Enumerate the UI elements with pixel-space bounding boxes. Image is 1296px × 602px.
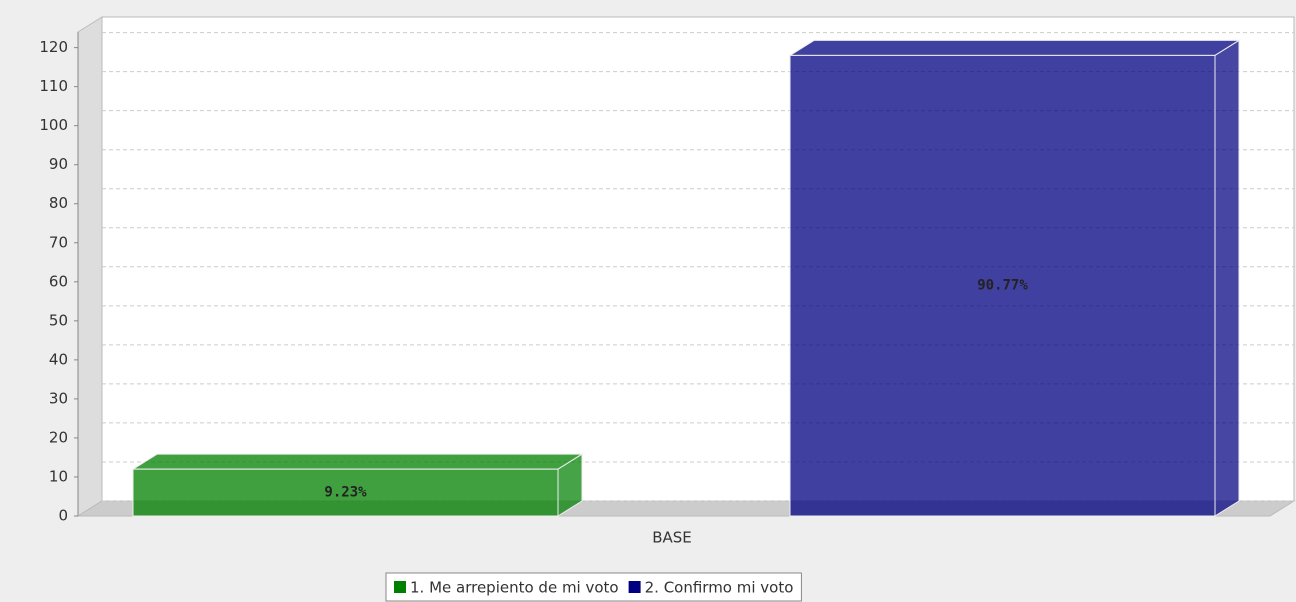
y-tick-label: 120: [39, 38, 68, 56]
legend-swatch: [628, 581, 641, 593]
y-tick-label: 90: [49, 155, 68, 173]
y-tick-label: 70: [49, 233, 68, 251]
y-tick-label: 20: [49, 428, 68, 446]
y-tick-label: 30: [49, 389, 68, 407]
y-tick-label: 80: [49, 194, 68, 212]
legend-label: 1. Me arrepiento de mi voto: [410, 579, 619, 597]
y-tick-label: 100: [39, 116, 68, 134]
y-tick-label: 110: [39, 77, 68, 95]
bar-side: [1214, 39, 1240, 517]
y-tick-label: 50: [49, 311, 68, 329]
y-tick-label: 60: [49, 272, 68, 290]
y-tick-label: 0: [58, 507, 68, 525]
share-label: 9.23%: [324, 485, 367, 501]
legend: 1. Me arrepiento de mi voto 2. Confirmo m…: [385, 572, 802, 602]
bar: [789, 54, 1216, 517]
legend-label: 2. Confirmo mi voto: [645, 579, 794, 597]
x-tick-label: BASE: [652, 529, 692, 547]
bar-top: [788, 39, 1241, 56]
bar: [132, 468, 559, 517]
share-label: 90.77%: [977, 278, 1028, 294]
y-tick-label: 40: [49, 350, 68, 368]
side-wall: [77, 16, 103, 517]
legend-swatch: [394, 581, 406, 593]
bar-top: [131, 453, 584, 470]
y-tick-label: 10: [49, 467, 68, 485]
legend-box: [385, 572, 802, 602]
